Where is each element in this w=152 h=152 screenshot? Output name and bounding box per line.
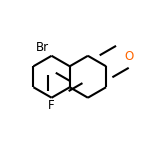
Text: F: F bbox=[48, 99, 55, 112]
Text: O: O bbox=[124, 50, 133, 63]
Text: Br: Br bbox=[36, 41, 49, 54]
